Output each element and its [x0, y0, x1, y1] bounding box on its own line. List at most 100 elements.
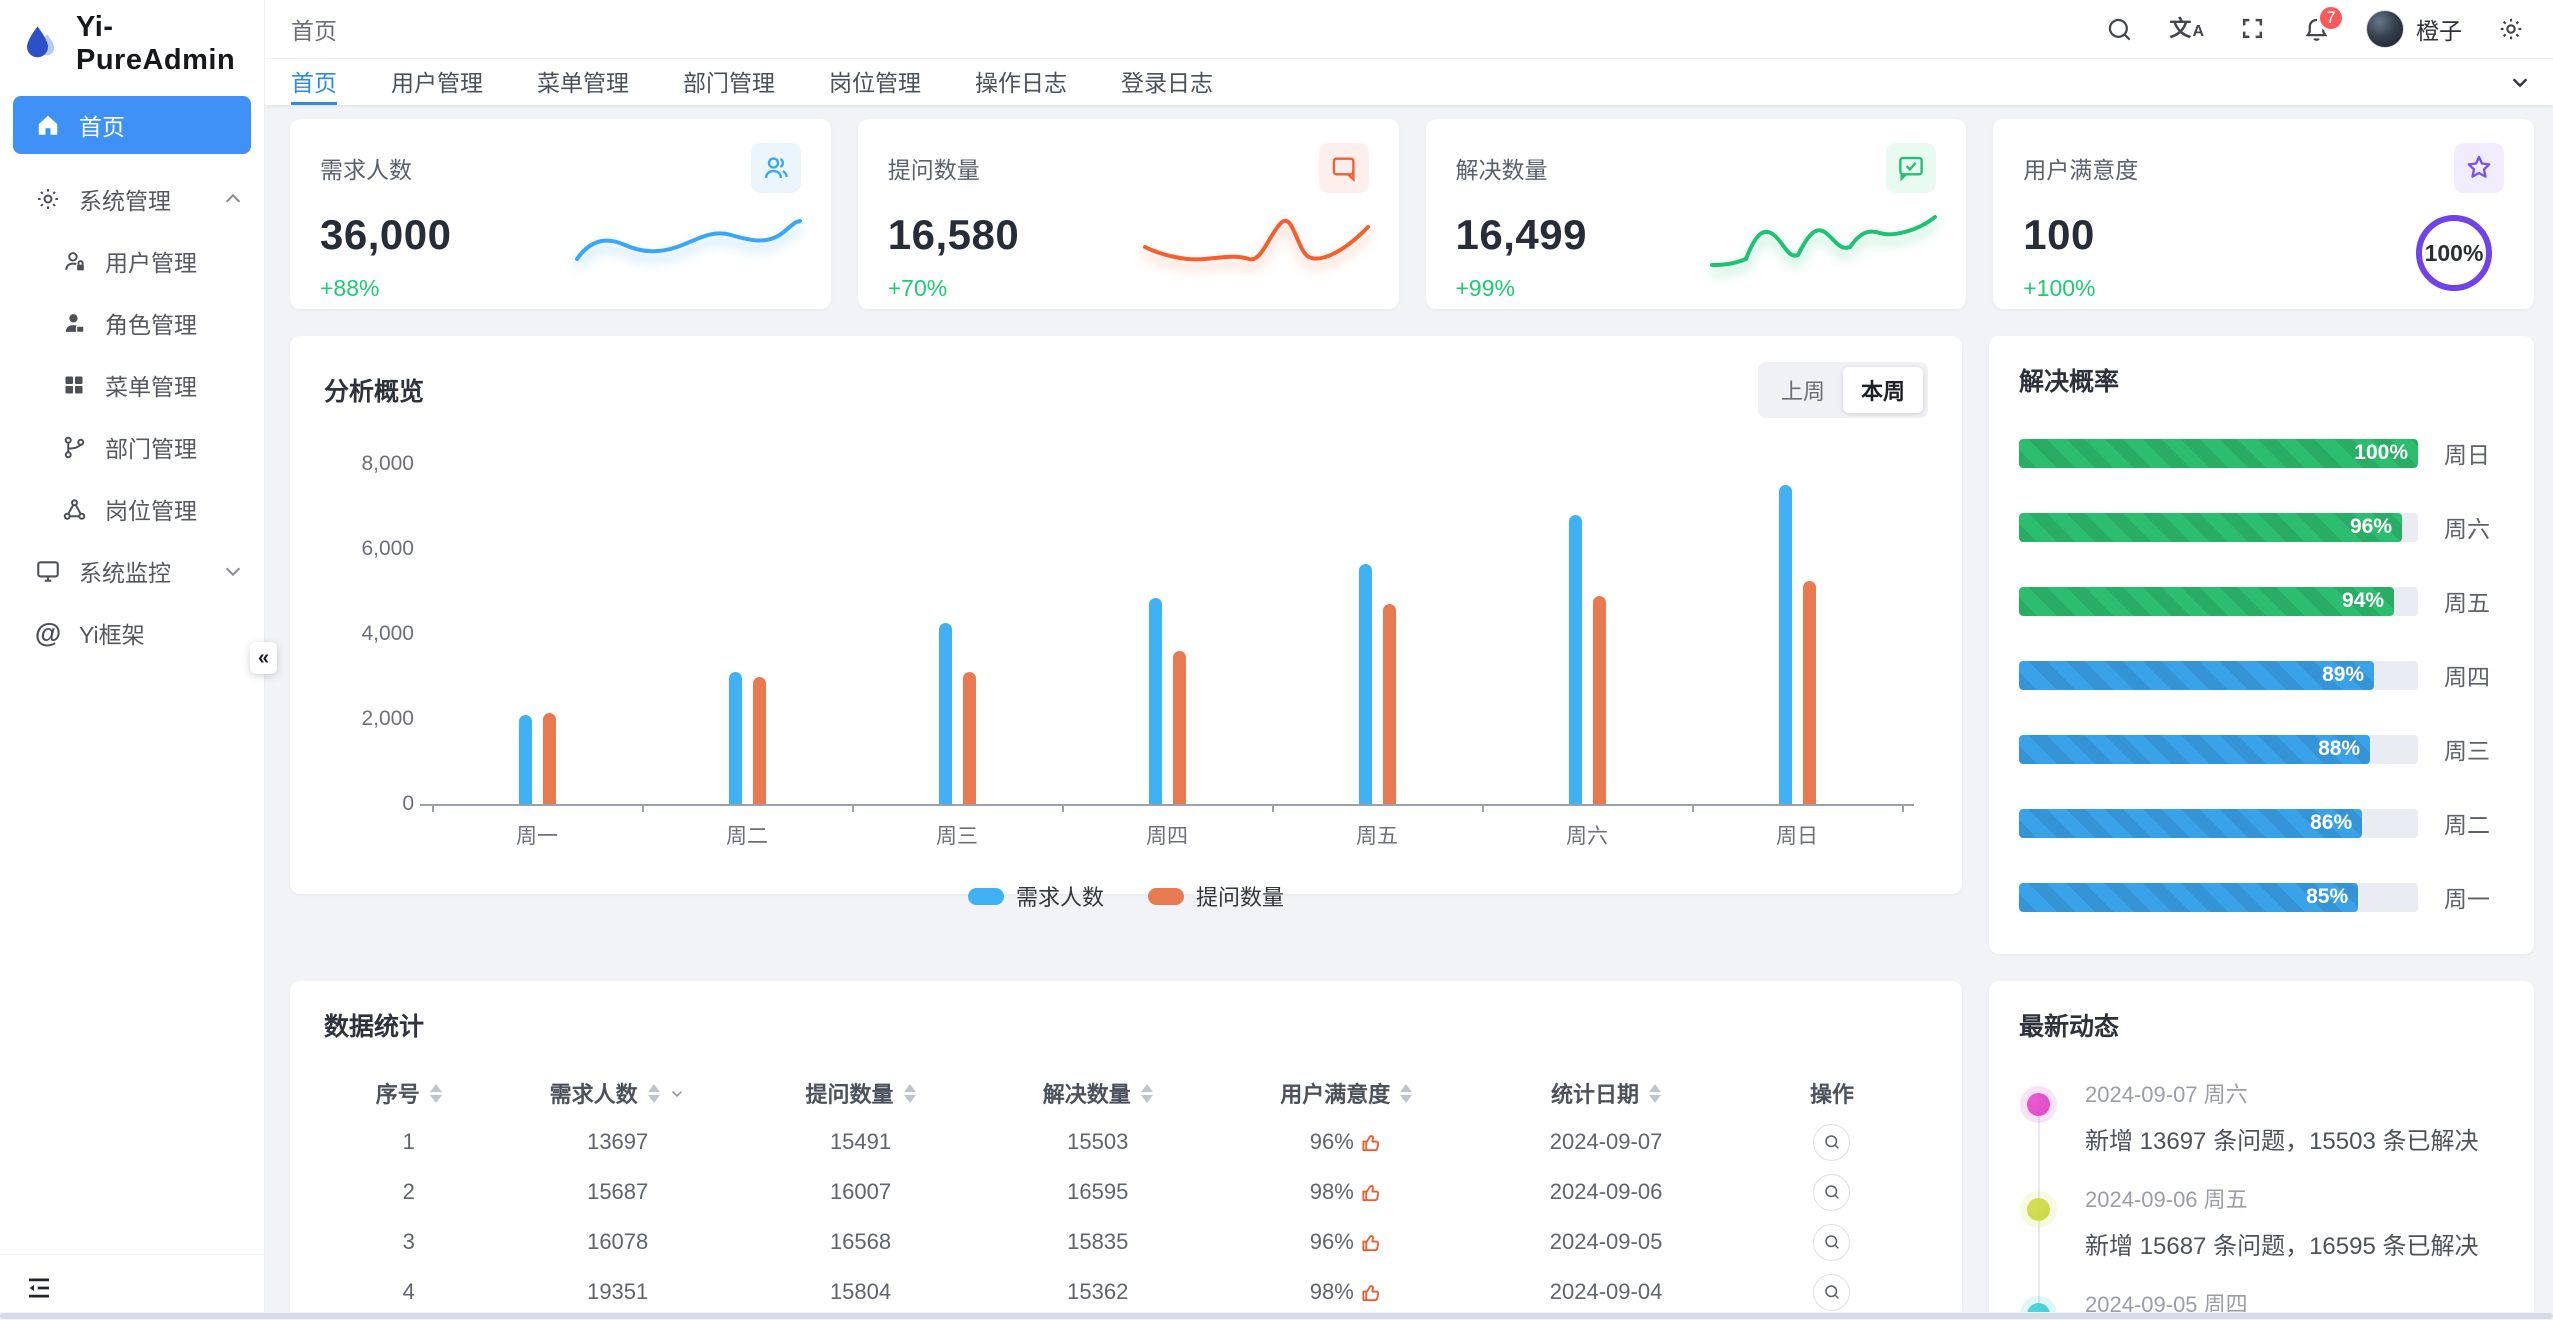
cell-actions [1736, 1123, 1928, 1161]
tab-操作日志[interactable]: 操作日志 [975, 69, 1067, 96]
sidebar-item-label: 首页 [79, 114, 125, 140]
sort-caret-icon[interactable] [1649, 1083, 1662, 1103]
solve-rate-row-周六: 96% 周六 [2019, 510, 2504, 544]
stat-value: 16,580 [887, 211, 1020, 258]
cell-index: 4 [402, 1279, 415, 1304]
view-detail-button[interactable] [1813, 1173, 1851, 1211]
column-label: 用户满意度 [1280, 1082, 1391, 1107]
app-logo[interactable]: Yi-PureAdmin [0, 0, 264, 88]
stat-value: 36,000 [320, 211, 452, 258]
users-icon [750, 143, 801, 193]
cell-date: 2024-09-04 [1549, 1279, 1663, 1304]
sort-caret-icon[interactable] [647, 1083, 660, 1103]
timeline-item: 2024-09-06 周五 新增 15687 条问题，16595 条已解决 [2019, 1182, 2504, 1261]
y-axis-tick-label: 0 [402, 792, 414, 815]
settings-gear-icon[interactable] [2498, 16, 2525, 43]
tab-用户管理[interactable]: 用户管理 [391, 69, 483, 96]
tab-菜单管理[interactable]: 菜单管理 [537, 69, 629, 96]
sidebar-collapse-handle[interactable]: « [250, 642, 277, 674]
post-icon [60, 495, 88, 523]
solve-rate-rows: 100% 周日 96% 周六 94% 周五 89% 周四 88% 周三 86% 周二 85% 周一 [2019, 436, 2504, 914]
tabs-more-chevron-icon[interactable] [2509, 59, 2531, 105]
cell-date: 2024-09-05 [1549, 1229, 1663, 1254]
chat-icon [1318, 143, 1369, 193]
sort-caret-icon[interactable] [429, 1083, 442, 1103]
scrollbar-thumb[interactable] [0, 1313, 2553, 1319]
table-row: 1 13697 15491 15503 96% 2024-09-07 [324, 1117, 1928, 1167]
sidebar-item-岗位管理[interactable]: 岗位管理 [0, 478, 264, 540]
sort-caret-icon[interactable] [903, 1083, 916, 1103]
timeline-date: 2024-09-06 周五 [2085, 1187, 2248, 1212]
bar-需求人数-周一 [518, 714, 532, 804]
sidebar-item-菜单管理[interactable]: 菜单管理 [0, 354, 264, 416]
search-icon[interactable] [2106, 16, 2133, 43]
view-detail-button[interactable] [1813, 1123, 1851, 1161]
notifications-bell-icon[interactable]: 7 [2303, 3, 2345, 43]
sort-caret-icon[interactable] [1400, 1083, 1413, 1103]
cell-solved: 15835 [1067, 1229, 1129, 1254]
toggle-上周[interactable]: 上周 [1780, 379, 1825, 404]
legend-label: 需求人数 [1015, 885, 1104, 910]
cell-index: 1 [402, 1129, 415, 1154]
user-icon [60, 247, 88, 275]
toggle-本周[interactable]: 本周 [1842, 367, 1923, 413]
cell-date: 2024-09-07 [1549, 1129, 1663, 1154]
tab-岗位管理[interactable]: 岗位管理 [829, 69, 921, 96]
bar-group-周六 [1482, 464, 1692, 804]
solve-rate-row-周一: 85% 周一 [2019, 880, 2504, 914]
table-header-row: 序号 需求人数 提问数量 解决数量 用户满意度 统计日期 操作 [324, 1069, 1928, 1117]
message-check-icon [1886, 143, 1937, 193]
y-axis-tick-label: 4,000 [361, 622, 414, 645]
sidebar-item-用户管理[interactable]: 用户管理 [0, 230, 264, 292]
sidebar-item-部门管理[interactable]: 部门管理 [0, 416, 264, 478]
view-detail-button[interactable] [1813, 1273, 1851, 1311]
avatar [2366, 10, 2404, 48]
sidebar-item-label: 角色管理 [105, 312, 197, 338]
progress-fill: 100% [2019, 438, 2418, 468]
stat-title: 用户满意度 [2023, 157, 2139, 183]
tab-登录日志[interactable]: 登录日志 [1121, 69, 1213, 96]
sidebar-item-Yi框架[interactable]: @ Yi框架 [0, 602, 264, 664]
sidebar-item-label: 用户管理 [105, 250, 197, 276]
star-icon [2454, 143, 2504, 193]
sidebar-item-系统监控[interactable]: 系统监控 [0, 540, 264, 602]
stat-card-solved: 解决数量 16,499 +99% [1425, 119, 1967, 309]
legend-item-需求人数[interactable]: 需求人数 [967, 880, 1104, 912]
bar-提问数量-周一 [542, 712, 556, 804]
x-axis-tick [1272, 804, 1274, 812]
user-menu[interactable]: 橙子 [2366, 10, 2462, 48]
progress-percent-label: 100% [2354, 441, 2408, 464]
bar-提问数量-周五 [1382, 604, 1396, 804]
filter-chevron-icon[interactable] [668, 1084, 686, 1102]
progress-day-label: 周三 [2444, 738, 2490, 764]
cell-satisfaction: 98% [1216, 1279, 1476, 1305]
legend-item-提问数量[interactable]: 提问数量 [1148, 880, 1284, 912]
sort-caret-icon[interactable] [1140, 1083, 1153, 1103]
at-icon: @ [34, 617, 62, 648]
view-detail-button[interactable] [1813, 1223, 1851, 1261]
progress-day-label: 周六 [2444, 516, 2490, 542]
bar-group-周二 [642, 464, 852, 804]
tab-首页[interactable]: 首页 [291, 59, 337, 105]
tab-部门管理[interactable]: 部门管理 [683, 69, 775, 96]
bar-提问数量-周日 [1802, 580, 1816, 804]
fullscreen-icon[interactable] [2240, 16, 2267, 43]
column-header-解决数量: 解决数量 [979, 1077, 1216, 1109]
bar-chart-plot: 8,000 6,000 4,000 2,000 0 [361, 452, 1914, 815]
sidebar-item-系统管理[interactable]: 系统管理 [0, 168, 264, 230]
table-row: 4 19351 15804 15362 98% 2024-09-04 [324, 1267, 1928, 1317]
cell-demand: 15687 [587, 1179, 649, 1204]
cell-actions [1736, 1223, 1928, 1261]
cell-demand: 19351 [587, 1279, 649, 1304]
stat-title: 解决数量 [1455, 157, 1548, 183]
sidebar-item-首页[interactable]: 首页 [13, 96, 251, 154]
x-axis-label-周四: 周四 [1146, 825, 1188, 848]
data-stats-card: 数据统计 序号 需求人数 提问数量 解决数量 用户满意度 统计日期 操作 1 13697 154… [290, 981, 1962, 1320]
sidebar-item-角色管理[interactable]: 角色管理 [0, 292, 264, 354]
y-axis-tick-label: 8,000 [361, 452, 414, 475]
horizontal-scrollbar[interactable] [0, 1312, 2553, 1320]
solve-rate-row-周五: 94% 周五 [2019, 584, 2504, 618]
cell-demand: 16078 [587, 1229, 649, 1254]
menu-fold-icon[interactable] [24, 1273, 54, 1303]
